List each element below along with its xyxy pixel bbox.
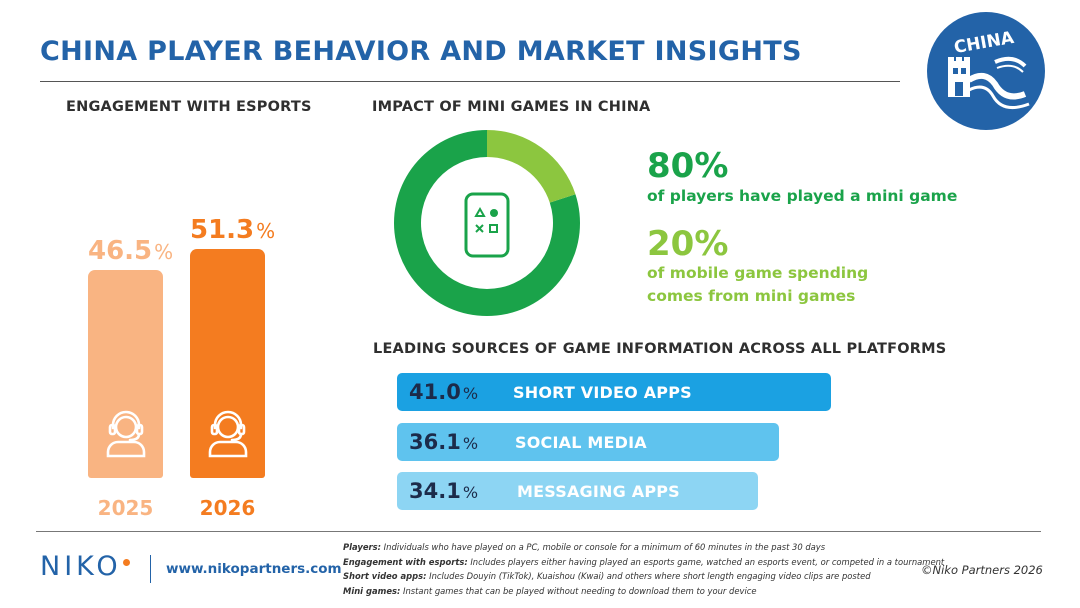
website-link[interactable]: www.nikopartners.com: [166, 561, 342, 577]
great-wall-icon: [948, 56, 1030, 110]
stat-spending-text-1: of mobile game spending: [647, 264, 869, 282]
source-value-label: 34.1%: [409, 479, 479, 503]
esports-heading: ENGAGEMENT WITH ESPORTS: [66, 99, 312, 115]
source-bar: 41.0% SHORT VIDEO APPS: [397, 373, 831, 411]
esports-bar-chart: 46.5% 2025 51.3% 2026: [88, 140, 275, 520]
esports-value-label: 46.5%: [88, 236, 174, 266]
footnote: Mini games: Instant games that can be pl…: [343, 585, 757, 596]
esports-bar: [190, 249, 265, 478]
stat-spending-value: 20%: [647, 224, 729, 264]
source-value-label: 41.0%: [409, 380, 479, 404]
title-divider: [40, 81, 900, 82]
esports-year-label: 2025: [97, 496, 154, 520]
page-title: CHINA PLAYER BEHAVIOR AND MARKET INSIGHT…: [40, 36, 802, 67]
esports-bar: [88, 270, 163, 478]
stat-players-text: of players have played a mini game: [647, 187, 958, 205]
source-value-label: 36.1%: [409, 430, 479, 454]
headset-user-icon: [102, 408, 150, 458]
esports-value-label: 51.3%: [190, 215, 276, 245]
mini-games-donut: [394, 130, 580, 316]
stat-players-value: 80%: [647, 146, 729, 186]
footnote: Engagement with esports: Includes player…: [343, 556, 945, 567]
stat-spending-text-2: comes from mini games: [647, 287, 856, 305]
footnote: Short video apps: Includes Douyin (TikTo…: [343, 571, 871, 582]
footer-divider: [36, 531, 1041, 532]
phone-gamepad-icon: [464, 192, 510, 258]
footnote: Players: Individuals who have played on …: [343, 542, 826, 552]
copyright: ©Niko Partners 2026: [921, 563, 1043, 577]
source-category-label: SOCIAL MEDIA: [515, 432, 647, 452]
esports-bar-2025: 46.5% 2025: [88, 140, 173, 520]
mini-games-heading: IMPACT OF MINI GAMES IN CHINA: [372, 99, 651, 115]
source-category-label: MESSAGING APPS: [517, 481, 680, 501]
logo-text: NIKO: [40, 551, 122, 582]
source-bar: 36.1% SOCIAL MEDIA: [397, 423, 779, 461]
footer-separator: [150, 555, 151, 583]
niko-logo: NIKO: [40, 551, 130, 582]
headset-user-icon: [204, 408, 252, 458]
esports-bar-2026: 51.3% 2026: [190, 140, 275, 520]
source-bar: 34.1% MESSAGING APPS: [397, 472, 758, 510]
esports-year-label: 2026: [199, 496, 256, 520]
logo-dot: [122, 559, 130, 566]
footnotes: Players: Individuals who have played on …: [343, 540, 945, 598]
donut-slice: [487, 130, 576, 203]
china-badge: CHINA: [927, 12, 1045, 130]
source-category-label: SHORT VIDEO APPS: [513, 382, 692, 402]
sources-heading: LEADING SOURCES OF GAME INFORMATION ACRO…: [373, 341, 947, 357]
